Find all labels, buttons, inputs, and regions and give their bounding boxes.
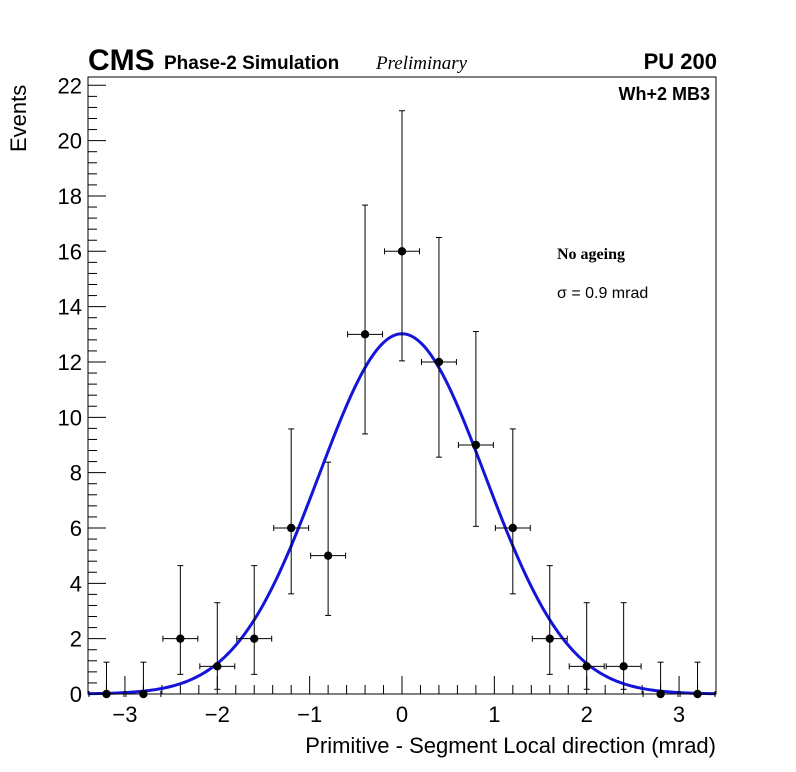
data-point xyxy=(693,689,702,699)
chamber-label: Wh+2 MB3 xyxy=(618,84,710,104)
data-point xyxy=(213,662,222,671)
data-point xyxy=(508,523,518,533)
x-tick-label: −1 xyxy=(297,702,322,727)
data-point-group xyxy=(162,565,199,675)
x-axis-title: Primitive - Segment Local direction (mra… xyxy=(305,733,716,758)
data-point-group xyxy=(199,602,236,690)
data-point-group xyxy=(384,110,420,362)
data-point-group xyxy=(457,331,494,527)
data-point xyxy=(619,662,628,671)
y-axis-ticks: 0 2 4 6 8 10 12 14 16 18 20 22 xyxy=(58,73,106,707)
y-tick-label: 18 xyxy=(58,184,82,209)
data-point-group xyxy=(605,602,642,690)
data-point xyxy=(582,662,591,671)
data-points-layer xyxy=(88,110,716,699)
data-point-group xyxy=(236,565,273,675)
y-tick-label: 10 xyxy=(58,405,82,430)
data-point-group xyxy=(642,661,679,699)
x-tick-label: −2 xyxy=(205,702,230,727)
y-tick-label: 20 xyxy=(58,129,82,154)
x-axis-ticks: −3 −2 −1 0 1 2 3 xyxy=(87,676,699,727)
preliminary-label: Preliminary xyxy=(375,53,468,74)
sigma-annotation: σ = 0.9 mrad xyxy=(557,285,648,302)
y-tick-label: 22 xyxy=(58,73,82,98)
cms-label: CMS xyxy=(88,44,155,77)
data-point-group xyxy=(494,428,531,595)
data-point xyxy=(286,523,296,533)
y-tick-label: 14 xyxy=(58,295,82,320)
x-tick-label: 1 xyxy=(488,702,500,727)
phase2-simulation-label: Phase-2 Simulation xyxy=(164,53,339,74)
ageing-annotation: No ageing xyxy=(557,246,625,263)
data-point xyxy=(397,247,407,256)
data-point-group xyxy=(88,661,125,699)
x-tick-label: −3 xyxy=(112,702,137,727)
data-point xyxy=(434,357,444,367)
data-point-group xyxy=(679,661,716,699)
data-point xyxy=(176,634,185,643)
data-point xyxy=(656,689,665,699)
x-tick-label: 3 xyxy=(673,702,685,727)
data-point xyxy=(139,689,148,699)
pileup-label: PU 200 xyxy=(644,49,717,74)
data-point-group xyxy=(420,236,457,458)
y-tick-label: 12 xyxy=(58,350,82,375)
data-point xyxy=(102,689,111,699)
y-tick-label: 8 xyxy=(70,461,82,486)
data-point xyxy=(360,330,370,339)
y-axis-title: Events xyxy=(6,85,31,152)
data-point-group xyxy=(568,602,605,690)
x-tick-label: 0 xyxy=(396,702,408,727)
y-tick-label: 0 xyxy=(70,682,82,707)
y-tick-label: 4 xyxy=(70,571,82,596)
data-point-group xyxy=(531,565,568,675)
data-point-group xyxy=(273,428,310,595)
data-point-group xyxy=(310,461,347,616)
data-point-group xyxy=(125,661,162,699)
data-point xyxy=(545,634,554,643)
y-tick-label: 2 xyxy=(70,627,82,652)
data-point xyxy=(250,634,259,643)
data-point-group xyxy=(347,204,384,435)
data-point xyxy=(323,551,333,560)
y-tick-label: 6 xyxy=(70,516,82,541)
y-tick-label: 16 xyxy=(58,239,82,264)
x-tick-label: 2 xyxy=(581,702,593,727)
data-point xyxy=(471,440,481,450)
